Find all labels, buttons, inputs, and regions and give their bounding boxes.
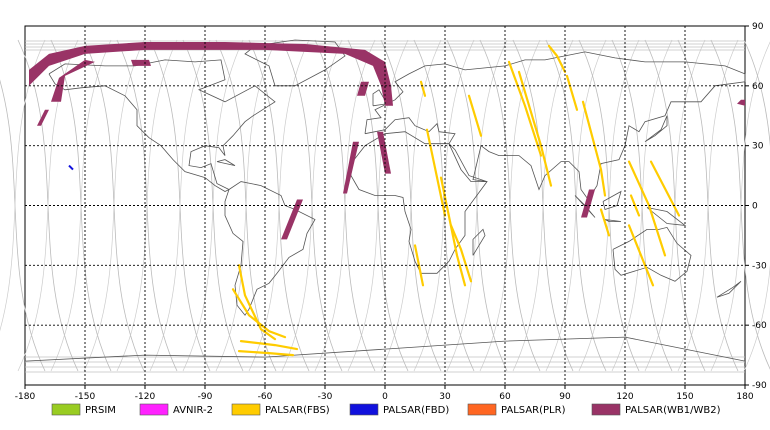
wb-swath xyxy=(281,199,303,240)
legend-swatch xyxy=(51,403,81,416)
x-tick-label: 120 xyxy=(616,392,633,402)
legend-label: PRSIM xyxy=(85,405,116,416)
y-tick-label: 60 xyxy=(752,82,764,92)
coastline xyxy=(216,159,236,166)
orbit-track xyxy=(149,39,211,372)
fbs-swath xyxy=(449,224,473,283)
lat-lon-grid xyxy=(25,26,745,385)
coastline xyxy=(646,207,687,226)
fbd-swath xyxy=(68,164,74,171)
legend-item: AVNIR-2 xyxy=(139,403,213,416)
wb-swath xyxy=(37,109,49,126)
y-tick-label: -60 xyxy=(752,321,767,331)
coastline xyxy=(48,59,276,192)
fbs-swath xyxy=(581,100,607,197)
coastline xyxy=(612,226,692,282)
x-tick-label: -120 xyxy=(135,392,156,402)
coastline xyxy=(364,51,746,204)
x-tick-label: 0 xyxy=(382,392,388,402)
fbs-swath xyxy=(467,94,483,137)
fbs-swath xyxy=(565,74,579,111)
legend-swatch xyxy=(349,403,379,416)
y-tick-label: 0 xyxy=(752,202,758,212)
x-tick-label: 30 xyxy=(439,392,451,402)
x-tick-label: 180 xyxy=(736,392,753,402)
coastline xyxy=(350,131,488,274)
wb-swath xyxy=(377,131,391,174)
wb-swath xyxy=(581,189,595,218)
y-tick-label: 30 xyxy=(752,142,764,152)
fbs-swath xyxy=(599,208,611,237)
x-tick-label: -150 xyxy=(75,392,96,402)
legend-swatch xyxy=(467,403,497,416)
coastline xyxy=(644,115,668,143)
x-tick-label: -30 xyxy=(318,392,333,402)
fbs-swath xyxy=(547,44,567,74)
x-tick-label: -90 xyxy=(198,392,213,402)
fbs-swath xyxy=(627,224,655,287)
legend-label: PALSAR(WB1/WB2) xyxy=(625,405,721,416)
coastlines xyxy=(24,39,746,362)
wb-swath xyxy=(51,59,95,102)
longitude-ticks: -180 -150 -120 -90 -60 -30 0 30 60 90 120 150 180 xyxy=(15,385,754,402)
x-tick-label: 60 xyxy=(499,392,511,402)
legend-item: PALSAR(WB1/WB2) xyxy=(591,403,721,416)
legend-label: PALSAR(PLR) xyxy=(501,405,566,416)
x-tick-label: 90 xyxy=(559,392,571,402)
orbit-track xyxy=(281,39,343,372)
fbs-swath xyxy=(649,160,681,217)
fbs-swath xyxy=(237,350,295,357)
y-tick-label: -90 xyxy=(752,381,767,391)
fbs-swath xyxy=(231,288,287,339)
legend-label: AVNIR-2 xyxy=(173,405,213,416)
fbs-swath xyxy=(439,176,467,287)
wb-swath xyxy=(357,81,369,96)
coastline xyxy=(372,89,388,107)
legend-label: PALSAR(FBS) xyxy=(265,405,330,416)
orbit-track xyxy=(743,264,770,372)
coastline xyxy=(224,181,316,316)
legend-swatch xyxy=(231,403,261,416)
y-tick-label: 90 xyxy=(752,22,764,32)
legend-item: PALSAR(FBS) xyxy=(231,403,330,416)
fbs-swath xyxy=(507,60,543,157)
latitude-ticks: 90 60 30 0 -30 -60 -90 xyxy=(745,22,767,391)
fbs-swath xyxy=(425,128,447,217)
legend-swatch xyxy=(591,403,621,416)
y-tick-label: -30 xyxy=(752,261,767,271)
wb-swath xyxy=(131,59,151,66)
x-tick-label: -60 xyxy=(258,392,273,402)
legend-item: PRSIM xyxy=(51,403,116,416)
legend-label: PALSAR(FBD) xyxy=(383,405,449,416)
coastline xyxy=(244,39,346,87)
wb-swath xyxy=(343,141,359,194)
x-tick-label: 150 xyxy=(676,392,693,402)
orbit-track xyxy=(545,39,607,372)
legend-item: PALSAR(FBD) xyxy=(349,403,449,416)
orbit-track xyxy=(743,39,770,147)
coastline xyxy=(472,228,486,256)
legend: PRSIM AVNIR-2 PALSAR(FBS) PALSAR(FBD) PALSAR… xyxy=(51,403,721,416)
legend-swatch xyxy=(139,403,169,416)
fbs-swath xyxy=(237,264,277,341)
coastline xyxy=(604,219,622,222)
wb-swath xyxy=(737,99,745,106)
orbit-track xyxy=(677,39,739,372)
fbs-swath xyxy=(419,80,427,97)
coastline xyxy=(716,280,742,298)
x-tick-label: -180 xyxy=(15,392,36,402)
legend-item: PALSAR(PLR) xyxy=(467,403,566,416)
fbs-swath xyxy=(239,340,299,351)
